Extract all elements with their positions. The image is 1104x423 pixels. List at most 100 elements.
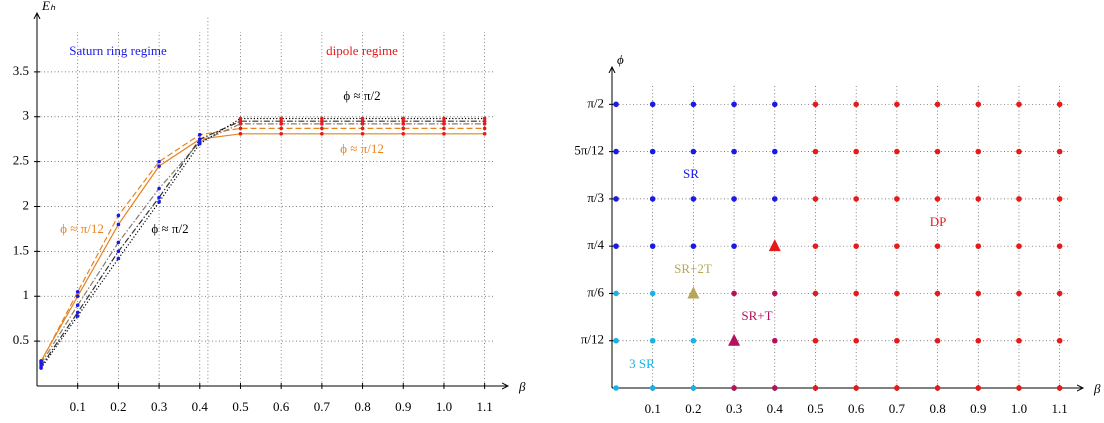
data-point (613, 385, 619, 391)
x-axis-label: β (1093, 381, 1101, 396)
data-point (853, 101, 859, 108)
x-tick-label: 0.3 (726, 401, 742, 416)
region-label: DP (930, 214, 947, 229)
data-point (238, 132, 243, 136)
data-point (39, 366, 43, 370)
data-point (894, 385, 900, 391)
data-point (1056, 243, 1063, 249)
data-point (690, 337, 697, 344)
data-point (320, 132, 324, 136)
data-point (731, 101, 737, 108)
data-point (1056, 290, 1063, 297)
data-point (442, 119, 446, 124)
data-point (482, 122, 487, 126)
x-tick-label: 1.0 (1011, 401, 1027, 416)
data-point (613, 196, 619, 202)
x-tick-label: 0.2 (685, 401, 701, 416)
data-point (975, 290, 982, 297)
data-point (690, 196, 697, 202)
data-point (75, 294, 80, 299)
data-point (812, 148, 819, 155)
data-point (613, 243, 619, 249)
data-point (320, 122, 324, 126)
data-point (649, 243, 656, 249)
data-point (116, 256, 121, 261)
x-tick-label: 0.5 (807, 401, 823, 416)
data-point (613, 337, 619, 344)
data-point (894, 243, 900, 249)
data-point (238, 119, 243, 124)
data-point (1016, 385, 1022, 391)
x-tick-label: 1.1 (477, 399, 493, 414)
data-point (360, 126, 365, 131)
data-point (649, 385, 656, 391)
data-point (1016, 290, 1022, 297)
data-point (1016, 101, 1022, 108)
x-tick-label: 0.9 (970, 401, 986, 416)
data-point (279, 132, 283, 136)
regime-label: Saturn ring regime (69, 43, 167, 58)
x-tick-label: 0.4 (767, 401, 784, 416)
data-point (934, 148, 941, 155)
data-point (360, 132, 365, 136)
data-point (157, 200, 161, 204)
data-point (731, 148, 737, 155)
x-tick-label: 0.8 (354, 399, 370, 414)
data-point (853, 385, 859, 391)
data-point (401, 132, 406, 136)
x-axis-label: β (518, 379, 526, 394)
data-point (771, 290, 778, 297)
y-tick-label: 2.5 (13, 153, 29, 168)
data-point (934, 243, 941, 249)
data-point (238, 126, 243, 131)
x-tick-label: 0.7 (314, 399, 331, 414)
data-point (731, 290, 737, 297)
data-point (1016, 196, 1022, 202)
annotation: ϕ ≈ π/2 (151, 221, 188, 236)
data-point (1056, 385, 1063, 391)
data-point (812, 290, 819, 297)
y-tick-label: π/6 (587, 284, 604, 299)
data-point (812, 385, 819, 391)
region-label: SR (683, 166, 699, 181)
data-point (238, 122, 243, 126)
data-point (1016, 148, 1022, 155)
data-point (975, 101, 982, 108)
data-point (812, 243, 819, 249)
data-point (75, 314, 80, 318)
data-point (320, 119, 324, 124)
series-line (40, 117, 485, 369)
data-point (690, 385, 697, 391)
data-point (39, 361, 43, 366)
data-point (975, 148, 982, 155)
data-point (771, 385, 778, 391)
data-point (279, 116, 283, 121)
series-line (40, 120, 485, 367)
data-point (157, 159, 161, 164)
data-point (75, 289, 80, 294)
data-point (934, 337, 941, 344)
series-line (40, 127, 485, 363)
data-point (157, 195, 161, 200)
data-point (1056, 148, 1063, 155)
data-point (197, 141, 202, 146)
data-point (771, 148, 778, 155)
data-point (482, 126, 487, 131)
region-label: 3 SR (629, 356, 655, 371)
data-point (771, 101, 778, 108)
y-axis-label: Eₕ (41, 0, 56, 13)
data-point (482, 116, 487, 121)
x-tick-label: 0.5 (232, 399, 248, 414)
data-point (197, 137, 202, 141)
data-point (894, 101, 900, 108)
data-point (894, 196, 900, 202)
data-point (116, 240, 121, 245)
y-tick-label: 3.5 (13, 63, 29, 78)
y-tick-label: π/4 (587, 237, 604, 252)
data-point (812, 101, 819, 108)
annotation: ϕ ≈ π/12 (340, 141, 384, 156)
data-point (360, 119, 365, 124)
data-point (75, 303, 80, 308)
data-point (649, 148, 656, 155)
